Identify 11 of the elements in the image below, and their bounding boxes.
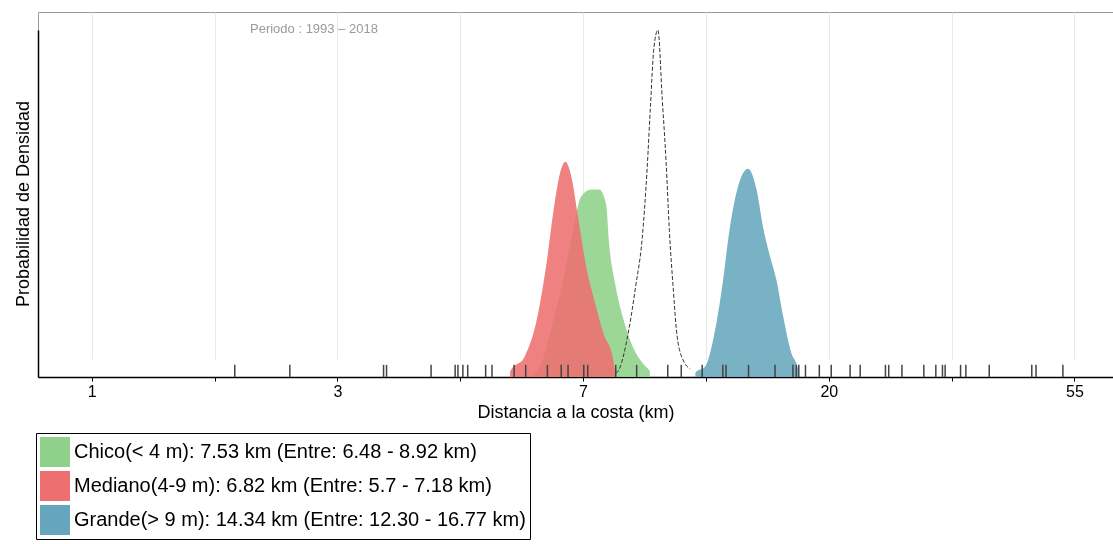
y-axis-title: Probabilidad de Densidad [12, 100, 33, 308]
x-tick-label: 1 [87, 382, 97, 400]
legend-label: Mediano(4-9 m): 6.82 km (Entre: 5.7 - 7.18 km) [74, 474, 492, 496]
x-tick-label: 3 [333, 382, 343, 400]
legend-label: Grande(> 9 m): 14.34 km (Entre: 12.30 - 16.77 km) [74, 508, 526, 530]
legend-label: Chico(< 4 m): 7.53 km (Entre: 6.48 - 8.92 km) [74, 440, 477, 462]
x-axis-title: Distancia a la costa (km) [477, 401, 675, 422]
x-tick-label: 7 [579, 382, 589, 400]
x-tick-label: 20 [820, 382, 839, 400]
x-tick-label: 55 [1066, 382, 1084, 400]
annotation: Periodo : 1993 – 2018 [250, 21, 378, 36]
